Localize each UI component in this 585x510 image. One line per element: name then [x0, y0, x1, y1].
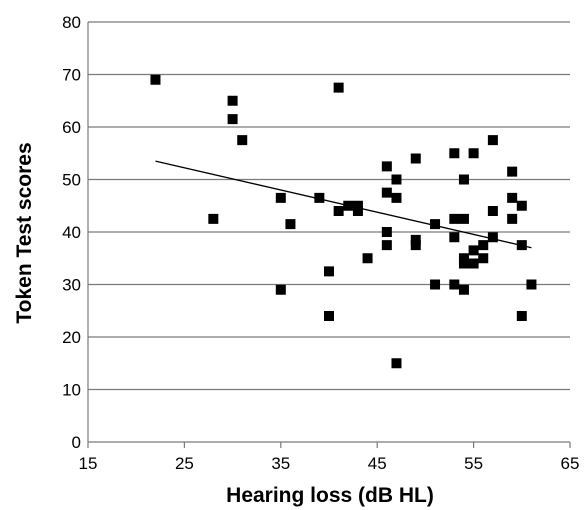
data-point: [285, 219, 296, 230]
y-tick-label: 20: [62, 328, 81, 347]
data-point: [468, 148, 479, 159]
data-point: [343, 200, 354, 211]
data-point: [237, 135, 248, 146]
data-point: [516, 240, 527, 251]
y-axis-title: Token Test scores: [13, 142, 36, 323]
data-point: [430, 219, 441, 230]
data-point: [516, 200, 527, 211]
data-point: [468, 245, 479, 256]
x-tick-labels: 15 25 35 45 55 65: [79, 454, 580, 473]
data-point: [391, 358, 402, 369]
data-point: [487, 206, 498, 216]
y-tick-label: 50: [62, 171, 81, 190]
y-tick-label: 70: [62, 66, 81, 85]
data-point: [449, 232, 460, 243]
data-point: [458, 253, 469, 264]
data-point: [526, 279, 537, 290]
data-point: [391, 192, 402, 203]
data-point: [507, 166, 518, 177]
data-point: [352, 206, 363, 216]
data-point: [487, 232, 498, 243]
data-point: [352, 200, 363, 211]
data-points: [150, 74, 537, 369]
x-tick-label: 15: [79, 454, 98, 473]
data-point: [314, 192, 325, 203]
x-axis-title: Hearing loss (dB HL): [226, 484, 434, 507]
data-point: [381, 187, 392, 198]
y-tick-label: 0: [72, 433, 81, 452]
y-tick-labels: 0 10 20 30 40 50 60 70 80: [62, 13, 81, 452]
data-point: [275, 284, 286, 295]
data-point: [208, 213, 219, 224]
data-point: [410, 153, 421, 164]
data-point: [227, 114, 238, 125]
y-tick-label: 30: [62, 276, 81, 295]
gridlines: [88, 21, 570, 391]
data-point: [227, 95, 238, 106]
data-point: [362, 253, 373, 264]
data-point: [507, 192, 518, 203]
y-tick-label: 10: [62, 381, 81, 400]
data-point: [458, 284, 469, 295]
data-point: [449, 148, 460, 159]
axes: [87, 22, 571, 448]
x-tick-label: 45: [368, 454, 387, 473]
data-point: [487, 135, 498, 146]
x-tick-label: 25: [175, 454, 194, 473]
data-point: [333, 206, 344, 216]
data-point: [381, 240, 392, 251]
x-tick-label: 35: [271, 454, 290, 473]
data-point: [410, 234, 421, 245]
data-point: [516, 311, 527, 321]
x-tick-label: 65: [561, 454, 580, 473]
y-tick-label: 80: [62, 13, 81, 32]
y-tick-label: 60: [62, 118, 81, 137]
data-point: [150, 74, 161, 85]
data-point: [449, 279, 460, 290]
data-point: [449, 213, 460, 224]
data-point: [381, 161, 392, 172]
data-point: [333, 82, 344, 93]
x-tick-label: 55: [464, 454, 483, 473]
data-point: [324, 311, 334, 321]
data-point: [478, 240, 489, 251]
data-point: [275, 192, 286, 203]
data-point: [410, 240, 421, 251]
data-point: [458, 258, 469, 269]
data-point: [391, 174, 402, 185]
y-tick-label: 40: [62, 223, 81, 242]
data-point: [468, 258, 479, 269]
data-point: [324, 266, 334, 277]
data-point: [458, 174, 469, 185]
data-point: [507, 213, 518, 224]
data-point: [458, 213, 469, 224]
data-point: [478, 253, 489, 264]
data-point: [430, 279, 441, 290]
data-point: [381, 227, 392, 237]
